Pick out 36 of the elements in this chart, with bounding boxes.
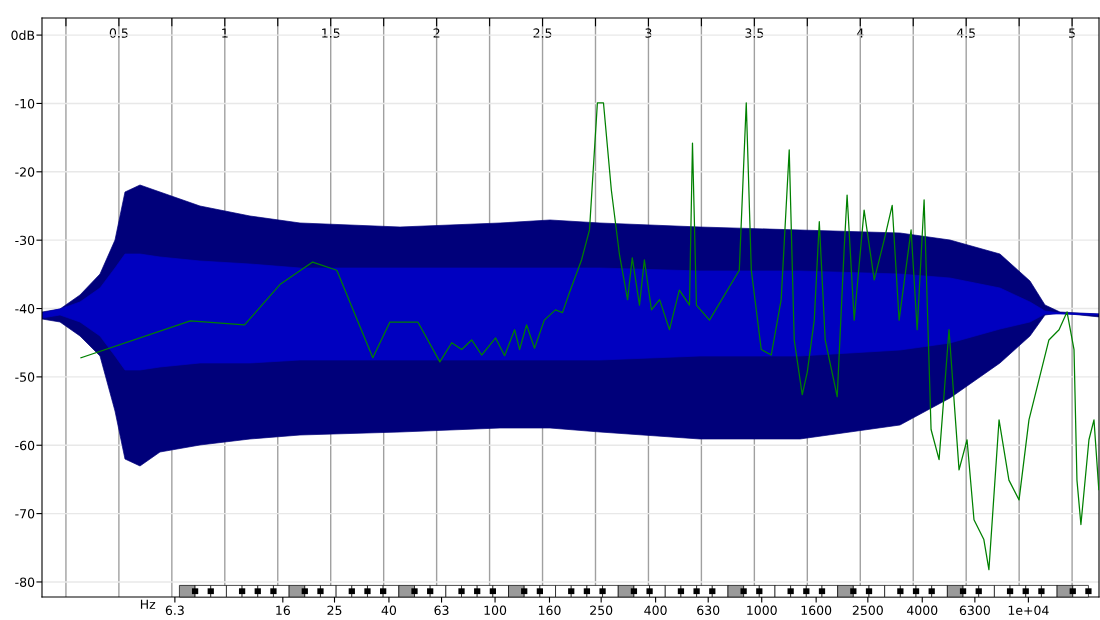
x2-tick-label: 1000 <box>747 605 777 616</box>
x2-tick-label: 4000 <box>906 605 938 616</box>
y-tick-label: -70 <box>15 509 35 519</box>
y-tick-label: -10 <box>15 98 35 109</box>
y-tick-label: -50 <box>15 372 35 382</box>
x2-tick-label: 630 <box>697 605 720 616</box>
x-tick-label: 4 <box>856 28 864 38</box>
x2-axis-title: Hz <box>140 599 156 609</box>
x-tick-label: 5 <box>1069 28 1075 38</box>
x2-tick-label: 100 <box>484 605 507 616</box>
x2-tick-label: 400 <box>644 605 667 616</box>
x2-tick-label: 2500 <box>852 605 883 616</box>
x-tick-label: 4.5 <box>956 28 976 38</box>
x-tick-label: 0.5 <box>109 28 128 38</box>
x2-tick-label: 6300 <box>959 605 990 616</box>
x2-tick-label: 160 <box>538 605 561 616</box>
x2-tick-label: 63 <box>434 605 449 616</box>
x-tick-label: 2.5 <box>533 28 552 38</box>
x-tick-label: 1 <box>222 28 228 38</box>
x2-tick-label: 1e+04 <box>1008 605 1049 616</box>
y-tick-label: -20 <box>15 167 35 177</box>
x-tick-label: 2 <box>433 28 440 38</box>
x-tick-label: 3 <box>645 28 652 38</box>
y-tick-label: -30 <box>15 235 35 246</box>
y-tick-label: -60 <box>15 440 35 451</box>
x2-tick-label: 250 <box>590 605 613 616</box>
x-tick-label: 1.5 <box>322 28 340 38</box>
x-tick-label: 3.5 <box>745 28 764 38</box>
y-tick-label: -40 <box>15 304 35 314</box>
y-tick-label: -80 <box>15 577 35 587</box>
x2-tick-label: 16 <box>276 605 290 616</box>
y-tick-label: 0dB <box>11 30 35 41</box>
x2-tick-label: 40 <box>381 605 397 616</box>
x2-tick-label: 25 <box>327 605 342 616</box>
x2-tick-label: 6.3 <box>165 605 184 616</box>
x2-tick-label: 1600 <box>801 605 832 616</box>
